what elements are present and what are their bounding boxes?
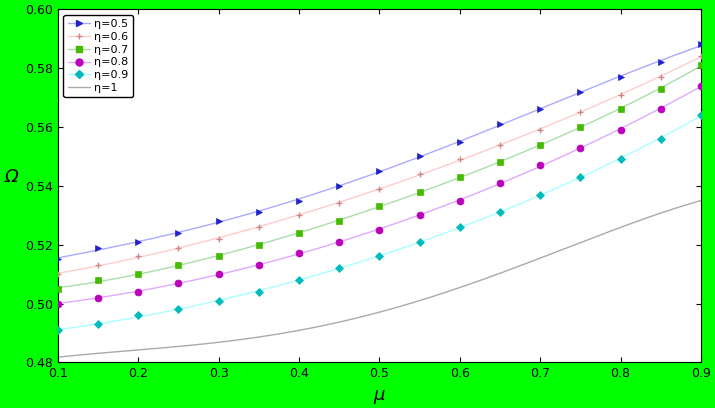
- X-axis label: μ: μ: [374, 386, 385, 404]
- Legend: η=0.5, η=0.6, η=0.7, η=0.8, η=0.9, η=1: η=0.5, η=0.6, η=0.7, η=0.8, η=0.9, η=1: [64, 15, 133, 98]
- Y-axis label: Ω: Ω: [4, 168, 18, 186]
